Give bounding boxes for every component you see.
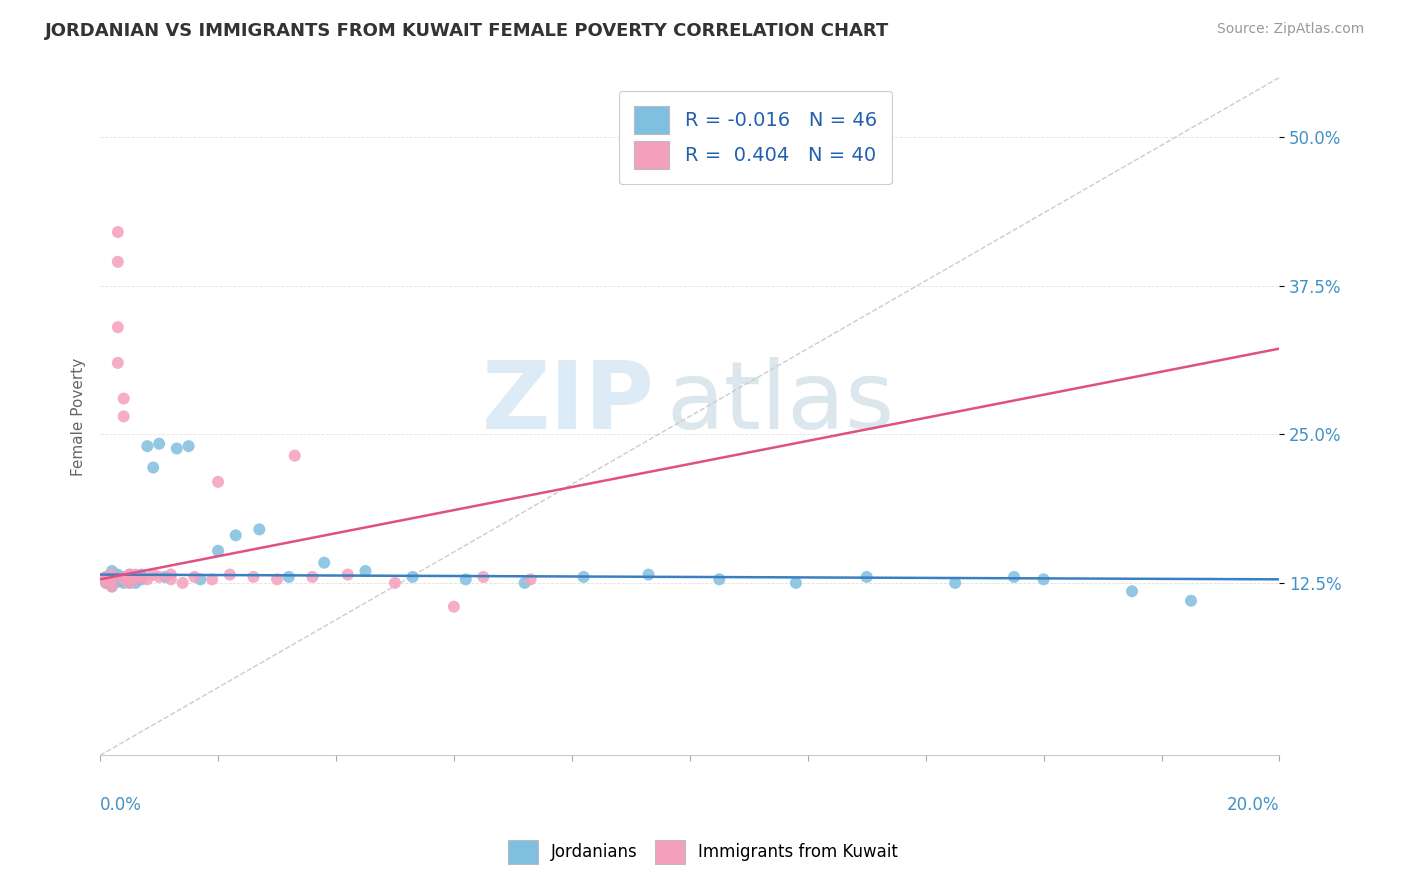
Legend: Jordanians, Immigrants from Kuwait: Jordanians, Immigrants from Kuwait — [502, 833, 904, 871]
Point — [131, 570, 153, 584]
Point — [1002, 570, 1025, 584]
Point — [314, 556, 336, 570]
Point — [112, 570, 135, 584]
Point — [709, 572, 731, 586]
Point — [131, 570, 153, 584]
Point — [242, 570, 264, 584]
Point — [112, 572, 135, 586]
Y-axis label: Female Poverty: Female Poverty — [72, 358, 86, 475]
Point — [572, 570, 595, 584]
Point — [201, 572, 224, 586]
Point — [101, 572, 124, 586]
Point — [207, 475, 229, 489]
Point — [153, 570, 176, 584]
Point — [94, 570, 117, 584]
Point — [218, 567, 240, 582]
Point — [284, 449, 307, 463]
Point — [443, 599, 465, 614]
Text: ZIP: ZIP — [481, 357, 654, 449]
Point — [107, 254, 129, 268]
Point — [107, 320, 129, 334]
Point — [190, 572, 212, 586]
Point — [101, 572, 124, 586]
Point — [107, 570, 129, 584]
Point — [513, 575, 536, 590]
Point — [148, 436, 170, 450]
Point — [118, 567, 141, 582]
Point — [160, 567, 183, 582]
Point — [301, 570, 323, 584]
Point — [1180, 593, 1202, 607]
Point — [136, 439, 159, 453]
Point — [160, 572, 183, 586]
Point — [177, 439, 200, 453]
Point — [101, 567, 124, 582]
Point — [94, 575, 117, 590]
Legend: R = -0.016   N = 46, R =  0.404   N = 40: R = -0.016 N = 46, R = 0.404 N = 40 — [619, 91, 893, 185]
Point — [1121, 584, 1143, 599]
Point — [101, 579, 124, 593]
Point — [124, 567, 146, 582]
Point — [142, 460, 165, 475]
Point — [112, 575, 135, 590]
Point — [124, 572, 146, 586]
Point — [94, 575, 117, 590]
Point — [225, 528, 247, 542]
Point — [107, 567, 129, 582]
Point — [112, 572, 135, 586]
Point — [1032, 572, 1054, 586]
Text: 0.0%: 0.0% — [100, 796, 142, 814]
Point — [354, 564, 377, 578]
Point — [384, 575, 406, 590]
Point — [131, 567, 153, 582]
Point — [118, 575, 141, 590]
Point — [118, 567, 141, 582]
Point — [277, 570, 299, 584]
Point — [472, 570, 495, 584]
Point — [266, 572, 288, 586]
Point — [637, 567, 659, 582]
Point — [107, 574, 129, 589]
Point — [142, 567, 165, 582]
Point — [148, 570, 170, 584]
Text: 20.0%: 20.0% — [1227, 796, 1279, 814]
Point — [124, 572, 146, 586]
Point — [118, 570, 141, 584]
Point — [112, 570, 135, 584]
Point — [247, 522, 270, 536]
Text: JORDANIAN VS IMMIGRANTS FROM KUWAIT FEMALE POVERTY CORRELATION CHART: JORDANIAN VS IMMIGRANTS FROM KUWAIT FEMA… — [45, 22, 889, 40]
Point — [454, 572, 477, 586]
Point — [118, 572, 141, 586]
Point — [107, 356, 129, 370]
Point — [124, 575, 146, 590]
Point — [112, 409, 135, 424]
Text: atlas: atlas — [666, 357, 894, 449]
Point — [183, 570, 205, 584]
Text: Source: ZipAtlas.com: Source: ZipAtlas.com — [1216, 22, 1364, 37]
Point — [166, 442, 188, 456]
Point — [107, 572, 129, 586]
Point — [943, 575, 966, 590]
Point — [401, 570, 423, 584]
Point — [94, 572, 117, 586]
Point — [101, 579, 124, 593]
Point — [112, 392, 135, 406]
Point — [855, 570, 877, 584]
Point — [785, 575, 807, 590]
Point — [336, 567, 359, 582]
Point — [136, 572, 159, 586]
Point — [519, 572, 541, 586]
Point — [172, 575, 194, 590]
Point — [118, 570, 141, 584]
Point — [107, 225, 129, 239]
Point — [101, 564, 124, 578]
Point — [207, 543, 229, 558]
Point — [118, 575, 141, 590]
Point — [131, 572, 153, 586]
Point — [94, 570, 117, 584]
